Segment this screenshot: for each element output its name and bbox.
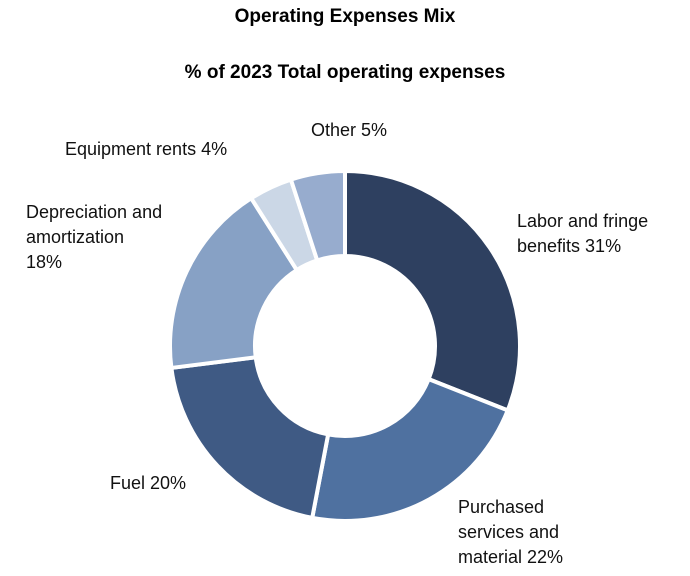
- slice-depreciation-and-amortization: [168, 195, 300, 371]
- label-labor: Labor and fringe benefits 31%: [517, 211, 649, 256]
- label-purchased-services: Purchased services and material 22%: [458, 497, 564, 567]
- label-fuel: Fuel 20%: [110, 473, 187, 493]
- label-equipment-rents: Equipment rents 4%: [65, 139, 228, 159]
- slice-purchased-services-and-material: [309, 376, 511, 523]
- chart-subtitle: % of 2023 Total operating expenses: [184, 62, 506, 83]
- label-other: Other 5%: [311, 120, 388, 140]
- label-depreciation: Depreciation and amortization 18%: [26, 202, 163, 272]
- slice-fuel: [169, 355, 331, 521]
- slice-other: [288, 168, 347, 263]
- slice-labor-and-fringe-benefits: [343, 168, 522, 414]
- chart-title: Operating Expenses Mix: [234, 6, 456, 27]
